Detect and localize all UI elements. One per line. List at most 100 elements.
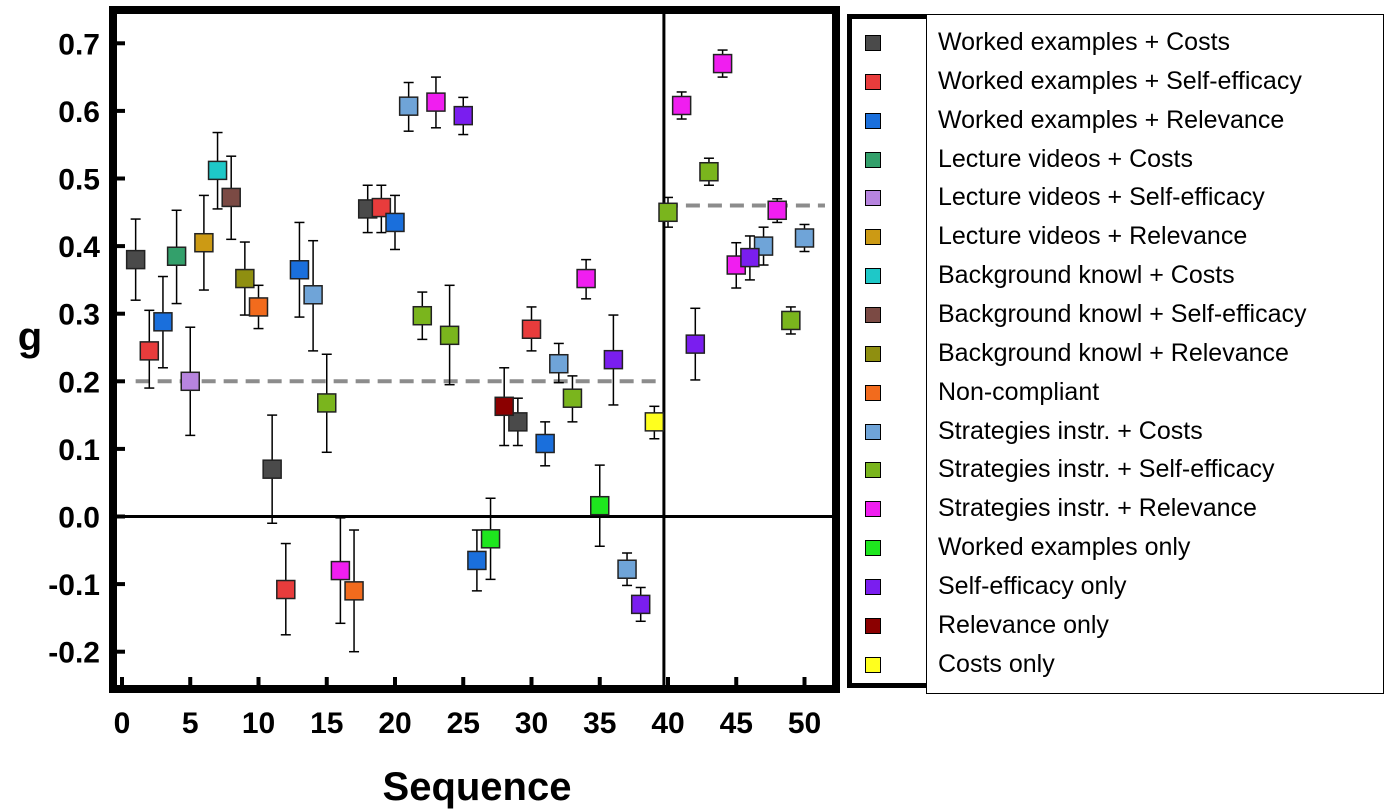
data-point [521,319,542,339]
data-point [453,105,473,126]
data-point [576,268,596,289]
x-tick-label: 0 [114,707,131,740]
data-point [617,559,637,579]
legend-item: Worked examples only [859,533,1379,567]
data-point [699,161,719,182]
legend-swatch [865,306,881,323]
data-point [794,228,815,248]
data-point [289,260,310,280]
data-point [235,268,255,289]
x-tick-label: 30 [515,707,548,740]
data-point [330,560,351,581]
data-point [412,305,433,326]
data-point [371,197,392,218]
legend-item: Self-efficacy only [859,572,1379,606]
legend-swatch [865,462,881,479]
legend-label: Self-efficacy only [938,571,1127,600]
legend-label: Worked examples + Self-efficacy [938,66,1302,95]
legend-swatch [865,578,881,595]
legend-swatch [865,617,881,634]
data-point [535,433,555,454]
plot-frame [109,6,840,693]
data-point [207,160,228,181]
data-point [781,310,801,331]
data-point [153,312,173,332]
data-point [562,388,583,408]
x-tick-label: 45 [720,707,753,740]
y-tick-label: 0.2 [58,366,100,399]
legend-item: Costs only [859,650,1379,684]
data-point [125,249,146,270]
data-point [221,187,241,208]
legend-swatch [865,345,881,362]
legend-swatch [865,73,881,90]
legend-item: Non-compliant [859,378,1379,412]
legend-label: Strategies instr. + Relevance [938,494,1257,523]
y-tick-label: -0.1 [48,569,100,602]
data-point [712,53,733,74]
legend-swatch [865,112,881,129]
data-point [480,529,501,549]
legend-item: Background knowl + Self-efficacy [859,300,1379,334]
legend-label: Background knowl + Costs [938,261,1235,290]
x-tick-label: 5 [182,707,199,740]
legend [926,14,1384,694]
legend-swatch [865,190,881,207]
y-tick-label: 0.7 [58,28,100,61]
y-tick-label: 0.3 [58,299,100,332]
legend-swatch [865,656,881,673]
legend-item: Strategies instr. + Self-efficacy [859,455,1379,489]
data-point [398,96,419,116]
legend-item: Strategies instr. + Relevance [859,494,1379,528]
data-point [385,212,405,233]
x-axis-title: Sequence [383,765,572,809]
data-point [494,396,514,417]
data-point [508,412,528,432]
legend-swatch [865,423,881,440]
x-tick-label: 10 [242,707,275,740]
legend-item: Lecture videos + Costs [859,145,1379,179]
data-point [590,495,610,516]
data-point [767,200,787,221]
legend-label: Lecture videos + Costs [938,144,1193,173]
legend-label: Worked examples + Costs [938,28,1231,56]
legend-item: Background knowl + Costs [859,261,1379,295]
legend-swatch [865,229,881,246]
data-point [166,246,187,266]
legend-item: Lecture videos + Relevance [859,222,1379,256]
x-tick-label: 20 [378,707,411,740]
legend-label: Non-compliant [938,377,1100,406]
y-tick-label: 0.6 [58,96,100,129]
legend-label: Worked examples only [938,533,1191,562]
legend-label: Worked examples + Relevance [938,105,1285,134]
y-axis-title: g [18,315,42,359]
legend-label: Relevance only [938,610,1109,639]
data-point [248,297,269,317]
data-point [180,371,200,392]
data-point [658,202,678,223]
data-point [139,341,160,361]
legend-item: Lecture videos + Self-efficacy [859,183,1379,217]
legend-item: Worked examples + Self-efficacy [859,67,1379,101]
data-point [439,325,460,346]
y-tick-label: -0.2 [48,637,100,670]
data-point [740,247,760,268]
data-point [262,459,282,479]
y-tick-label: 0.1 [58,434,100,467]
legend-swatch [865,501,881,518]
legend-item: Worked examples + Relevance [859,106,1379,140]
legend-item: Relevance only [859,611,1379,645]
data-point [194,232,214,253]
x-tick-label: 35 [583,707,616,740]
y-tick-label: 0.5 [58,164,100,197]
legend-item: Strategies instr. + Costs [859,417,1379,451]
data-point [276,579,296,600]
legend-item: Background knowl + Relevance [859,339,1379,373]
legend-swatch [865,384,881,401]
legend-label: Background knowl + Self-efficacy [938,299,1307,328]
legend-label: Lecture videos + Relevance [938,222,1248,251]
x-tick-label: 40 [651,707,684,740]
legend-swatch [865,540,881,557]
legend-label: Background knowl + Relevance [938,338,1289,367]
plot-layer: -0.2 -0.1 0.0 0.1 0.2 0.3 0.4 0.5 0.6 0.7 0 5 10 15 20… [48,6,840,740]
